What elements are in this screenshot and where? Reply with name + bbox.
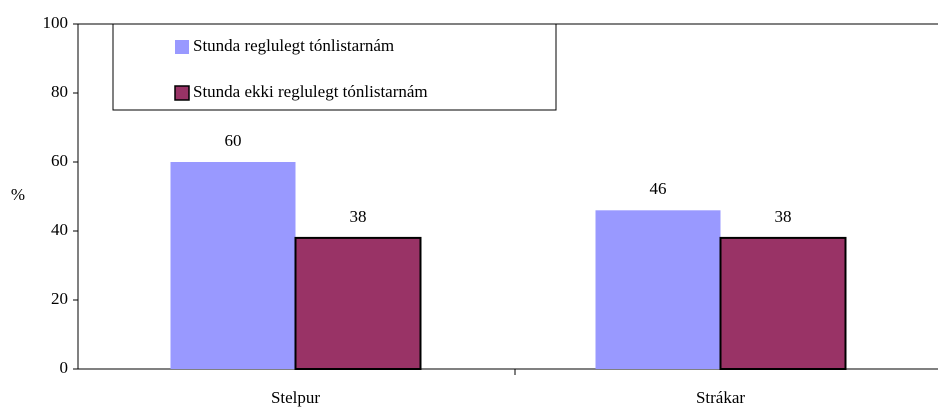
y-tick-label: 0 xyxy=(60,358,69,377)
data-label: 46 xyxy=(650,179,667,198)
legend-label: Stunda ekki reglulegt tónlistarnám xyxy=(193,82,428,101)
legend-label: Stunda reglulegt tónlistarnám xyxy=(193,36,394,55)
y-tick-label: 40 xyxy=(51,220,68,239)
y-tick-label: 60 xyxy=(51,151,68,170)
bar xyxy=(170,162,296,369)
bar xyxy=(294,236,422,370)
legend-swatch xyxy=(175,40,189,54)
bar xyxy=(719,236,847,370)
data-label: 38 xyxy=(775,207,792,226)
bar xyxy=(595,210,721,369)
y-tick-label: 100 xyxy=(43,13,69,32)
data-label: 38 xyxy=(350,207,367,226)
x-tick-label: Stelpur xyxy=(271,388,320,407)
data-label: 60 xyxy=(225,131,242,150)
x-tick-label: Strákar xyxy=(696,388,745,407)
legend-swatch xyxy=(174,85,190,101)
y-tick-label: 20 xyxy=(51,289,68,308)
y-tick-label: 80 xyxy=(51,82,68,101)
y-axis-label: % xyxy=(11,185,25,204)
